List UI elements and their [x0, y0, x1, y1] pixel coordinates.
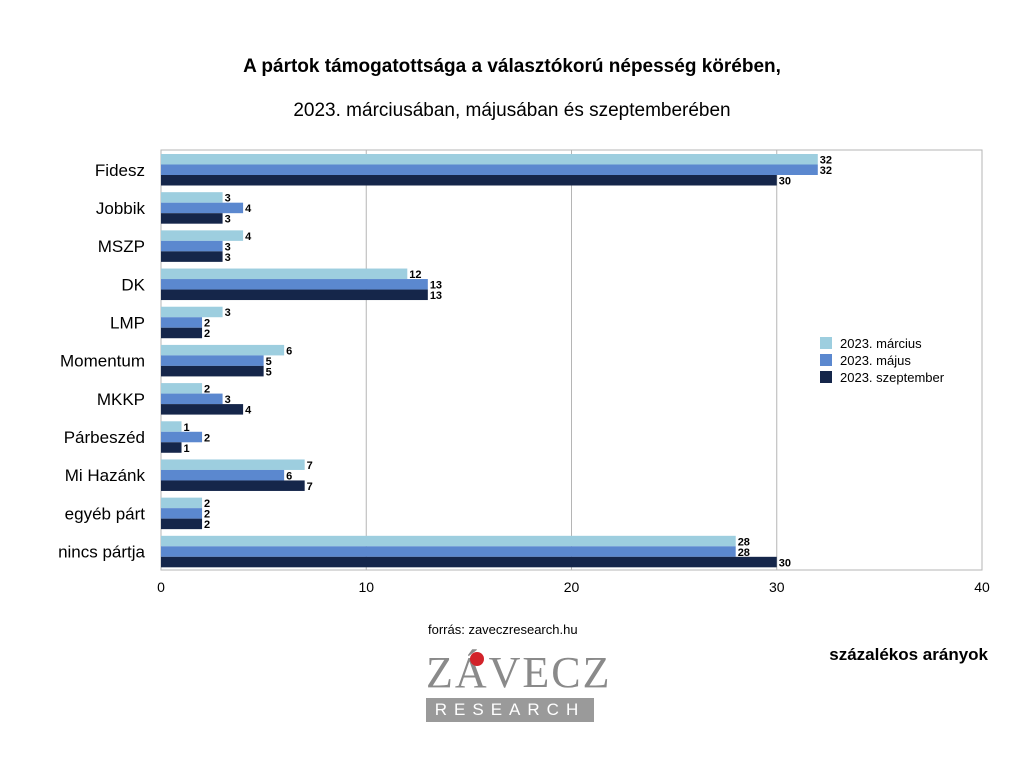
data-label: 6 — [286, 345, 292, 357]
data-label: 6 — [286, 470, 292, 482]
bar — [161, 497, 203, 509]
legend-swatch — [820, 337, 832, 349]
data-label: 4 — [245, 405, 252, 417]
chart-title: A pártok támogatottsága a választókorú n… — [243, 56, 781, 77]
bar — [161, 279, 428, 290]
data-label: 3 — [225, 307, 231, 319]
bar — [161, 480, 305, 491]
bar-chart: 0 10 20 30 40Fidesz323230Jobbik343MSZP433DK1… — [58, 149, 990, 595]
x-tick-label: 30 — [769, 579, 785, 595]
data-label: 4 — [245, 231, 252, 243]
category-label: Mi Hazánk — [65, 466, 146, 485]
x-tick-label: 40 — [974, 579, 990, 595]
bar — [161, 230, 244, 241]
data-label: 2 — [204, 384, 210, 396]
legend-swatch — [820, 354, 832, 366]
x-tick-label: 10 — [358, 579, 374, 595]
legend-label: 2023. szeptember — [840, 370, 945, 385]
data-label: 4 — [245, 203, 252, 215]
bar — [161, 164, 818, 175]
bar — [161, 175, 777, 186]
data-label: 2 — [204, 318, 210, 330]
data-label: 1 — [184, 443, 190, 455]
bar — [161, 393, 223, 405]
data-label: 3 — [225, 252, 231, 264]
category-label: MSZP — [98, 237, 145, 256]
bar — [161, 442, 182, 453]
bar — [161, 355, 264, 366]
category-label: nincs pártja — [58, 543, 145, 562]
bar — [161, 546, 736, 557]
data-label: 2 — [204, 498, 210, 510]
bar — [161, 556, 777, 568]
category-label: egyéb párt — [65, 504, 146, 523]
data-label: 3 — [225, 241, 231, 253]
category-label: MKKP — [97, 390, 145, 409]
bar — [161, 240, 223, 252]
bar — [161, 202, 244, 214]
data-label: 5 — [266, 366, 272, 378]
bar — [161, 404, 244, 415]
data-label: 30 — [779, 176, 791, 188]
data-label: 7 — [307, 460, 313, 472]
bar — [161, 317, 203, 328]
bar — [161, 289, 428, 301]
data-label: 30 — [779, 557, 791, 569]
category-label: Jobbik — [96, 199, 146, 218]
logo-wordmark: ZÁVECZ — [426, 648, 612, 697]
category-label: Párbeszéd — [64, 428, 145, 447]
unit-note: százalékos arányok — [829, 645, 988, 664]
bar — [161, 344, 285, 356]
data-label: 32 — [820, 155, 832, 167]
bar — [161, 508, 203, 519]
data-label: 2 — [204, 509, 210, 521]
bar — [161, 421, 182, 432]
legend-label: 2023. május — [840, 353, 911, 368]
bar — [161, 535, 736, 547]
bar — [161, 518, 203, 530]
data-label: 2 — [204, 519, 210, 531]
bar — [161, 251, 223, 262]
data-label: 5 — [266, 356, 272, 368]
bar — [161, 154, 818, 165]
bar — [161, 431, 203, 443]
data-label: 2 — [204, 328, 210, 340]
company-logo: ZÁVECZ RESEARCH — [426, 648, 612, 722]
bar — [161, 383, 203, 394]
bar — [161, 192, 223, 203]
bar — [161, 213, 223, 224]
data-label: 32 — [820, 165, 832, 177]
bar — [161, 365, 264, 377]
category-label: Momentum — [60, 352, 145, 371]
data-label: 28 — [738, 536, 750, 548]
data-label: 3 — [225, 394, 231, 406]
data-label: 3 — [225, 214, 231, 226]
category-label: LMP — [110, 313, 145, 332]
x-tick-label: 0 — [157, 579, 165, 595]
logo-red-dot — [470, 652, 484, 666]
source-text: forrás: zaveczresearch.hu — [428, 622, 578, 637]
x-tick-label: 20 — [564, 579, 580, 595]
bar — [161, 469, 285, 481]
bar — [161, 459, 305, 470]
legend-label: 2023. március — [840, 336, 922, 351]
category-label: DK — [121, 275, 145, 294]
bar — [161, 327, 203, 339]
data-label: 13 — [430, 290, 442, 302]
logo-subtitle: RESEARCH — [426, 698, 594, 722]
data-label: 3 — [225, 193, 231, 205]
category-label: Fidesz — [95, 161, 145, 180]
legend-swatch — [820, 371, 832, 383]
data-label: 2 — [204, 432, 210, 444]
data-label: 12 — [409, 269, 421, 281]
data-label: 28 — [738, 547, 750, 559]
chart-subtitle: 2023. márciusában, májusában és szeptemb… — [293, 100, 731, 121]
bar — [161, 306, 223, 318]
data-label: 7 — [307, 481, 313, 493]
bar — [161, 268, 408, 280]
data-label: 1 — [184, 422, 190, 434]
data-label: 13 — [430, 280, 442, 292]
